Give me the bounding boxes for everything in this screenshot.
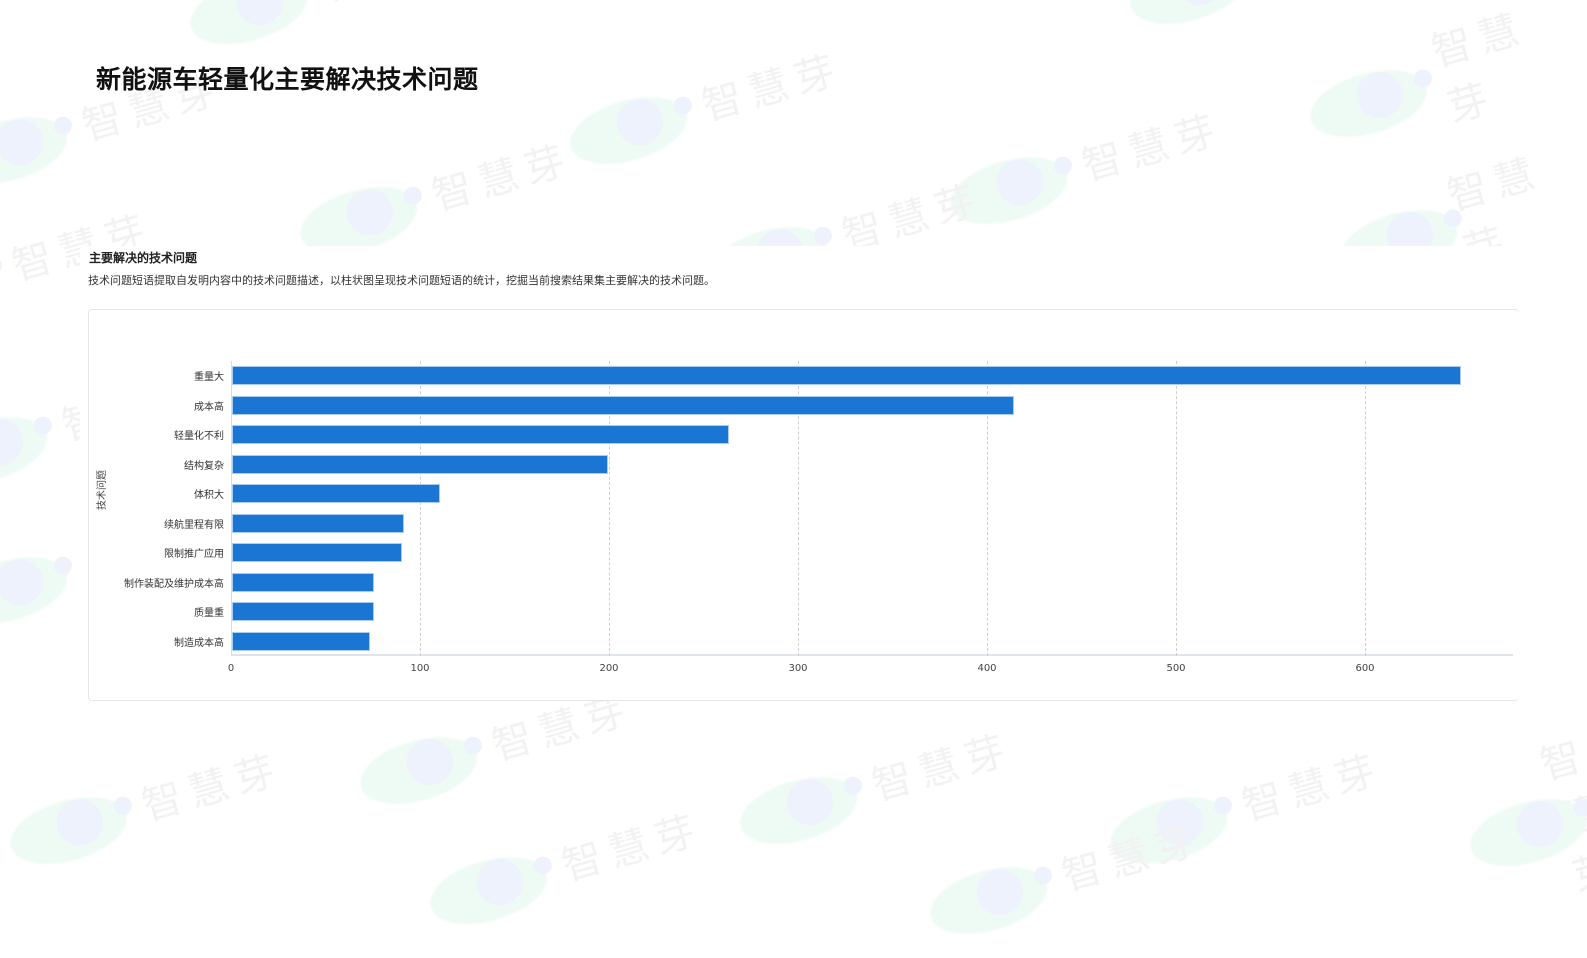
bar-row: 制造成本高: [174, 627, 1513, 657]
zhihuiya-logo-icon: [1088, 763, 1247, 888]
zhihuiya-logo-icon: [548, 63, 707, 188]
zhihuiya-logo-icon: [338, 703, 497, 828]
watermark-text: 智慧芽: [557, 806, 709, 891]
zhihuiya-logo-icon: [908, 833, 1067, 958]
bar[interactable]: [232, 543, 403, 562]
zhihuiya-logo-icon: [168, 0, 327, 68]
zhihuiya-logo-icon: [0, 223, 17, 348]
bar[interactable]: [232, 484, 440, 503]
zhihuiya-logo-icon: [718, 743, 877, 868]
y-axis-line: [231, 361, 232, 656]
watermark: 智慧芽: [168, 0, 473, 68]
x-tick-label: 600: [1355, 663, 1375, 674]
x-tick-label: 100: [410, 663, 430, 674]
watermark-text: 智慧芽: [137, 746, 289, 831]
watermark: 智慧芽: [1436, 709, 1587, 930]
category-label: 重量大: [194, 372, 224, 383]
category-label: 结构复杂: [184, 460, 224, 472]
x-tick-label: 300: [788, 663, 808, 674]
y-axis-title: 技术问题: [97, 470, 108, 510]
bar-row: 重量大: [194, 361, 1513, 391]
watermark: 智慧芽: [408, 781, 713, 948]
x-axis-line: [231, 654, 1513, 656]
bar[interactable]: [232, 631, 370, 651]
bar-row: 质量重: [194, 597, 1513, 627]
x-tick-label: 0: [227, 663, 235, 674]
watermark: 智慧芽: [1088, 721, 1393, 888]
zhihuiya-logo-icon: [0, 523, 87, 648]
category-label: 续航里程有限: [164, 519, 224, 531]
category-label: 成本高: [194, 401, 224, 413]
watermark: 智慧芽: [548, 21, 853, 188]
category-label: 体积大: [194, 490, 224, 501]
watermark: 智慧芽: [908, 791, 1213, 958]
zhihuiya-logo-icon: [1448, 778, 1587, 890]
gridline: [420, 361, 421, 656]
zhihuiya-logo-icon: [1108, 0, 1267, 48]
bar[interactable]: [232, 513, 404, 533]
watermark-text: 智慧芽: [697, 46, 849, 131]
category-label: 质量重: [194, 608, 224, 619]
bar[interactable]: [232, 366, 1461, 385]
bar-row: 成本高: [194, 391, 1513, 421]
category-label: 制作装配及维护成本高: [124, 578, 224, 590]
watermark-text: 智慧芽: [1057, 816, 1209, 901]
watermark: 智慧芽: [0, 721, 293, 888]
bar-row: 体积大: [194, 479, 1513, 509]
bar[interactable]: [232, 395, 1015, 415]
watermark-text: 智慧芽: [1535, 732, 1587, 901]
chart-panel: 主要解决的技术问题 技术问题短语提取自发明内容中的技术问题描述，以柱状图呈现技术…: [80, 246, 1587, 701]
bar-row: 限制推广应用: [164, 538, 1513, 568]
gridline: [798, 361, 799, 656]
zhihuiya-logo-icon: [928, 123, 1087, 248]
gridline: [1365, 361, 1366, 656]
bar-row: 结构复杂: [184, 450, 1513, 480]
watermark-text: 智慧芽: [1237, 746, 1389, 831]
x-tick-label: 400: [977, 663, 997, 674]
watermark: 智慧芽: [1108, 0, 1413, 48]
gridline: [987, 361, 988, 656]
bar[interactable]: [232, 602, 374, 621]
bar[interactable]: [232, 425, 730, 444]
watermark: 智慧芽: [718, 701, 1023, 868]
zhihuiya-logo-icon: [0, 83, 87, 208]
bar-row: 轻量化不利: [174, 420, 1513, 450]
zhihuiya-logo-icon: [0, 763, 147, 888]
watermark-text: 智慧芽: [427, 136, 579, 221]
section-title: 主要解决的技术问题: [89, 251, 198, 265]
watermark-text: 智慧芽: [867, 726, 1019, 811]
x-tick-label: 500: [1166, 663, 1186, 674]
plot-area: 0 100 200 300 400 500 600 重量大成本高轻量化不利结构复杂体积大续航里…: [124, 361, 1513, 674]
bar-row: 制作装配及维护成本高: [124, 568, 1513, 598]
category-label: 限制推广应用: [164, 549, 224, 560]
category-label: 制造成本高: [174, 637, 224, 649]
zhihuiya-logo-icon: [408, 823, 567, 948]
watermark: 智慧芽: [928, 81, 1233, 248]
gridline: [1176, 361, 1177, 656]
section-description: 技术问题短语提取自发明内容中的技术问题描述，以柱状图呈现技术问题短语的统计，挖掘…: [88, 274, 715, 287]
bar-chart: 技术问题 0 100 200 300 400 500 600 重量大成本高轻量化不利结构复杂体…: [88, 309, 1519, 701]
watermark-text: 智慧芽: [314, 0, 468, 12]
page-title: 新能源车轻量化主要解决技术问题: [96, 65, 479, 94]
bar[interactable]: [232, 454, 609, 474]
bar[interactable]: [232, 572, 374, 592]
watermark-text: 智慧芽: [1426, 5, 1532, 132]
watermark: 智慧芽: [1284, 0, 1587, 174]
category-label: 轻量化不利: [174, 431, 224, 442]
x-tick-label: 200: [599, 663, 619, 674]
gridline: [609, 361, 610, 656]
watermark-text: 智慧芽: [1077, 106, 1229, 191]
bar-row: 续航里程有限: [164, 509, 1513, 539]
zhihuiya-logo-icon: [0, 383, 67, 508]
zhihuiya-logo-icon: [1288, 37, 1445, 161]
